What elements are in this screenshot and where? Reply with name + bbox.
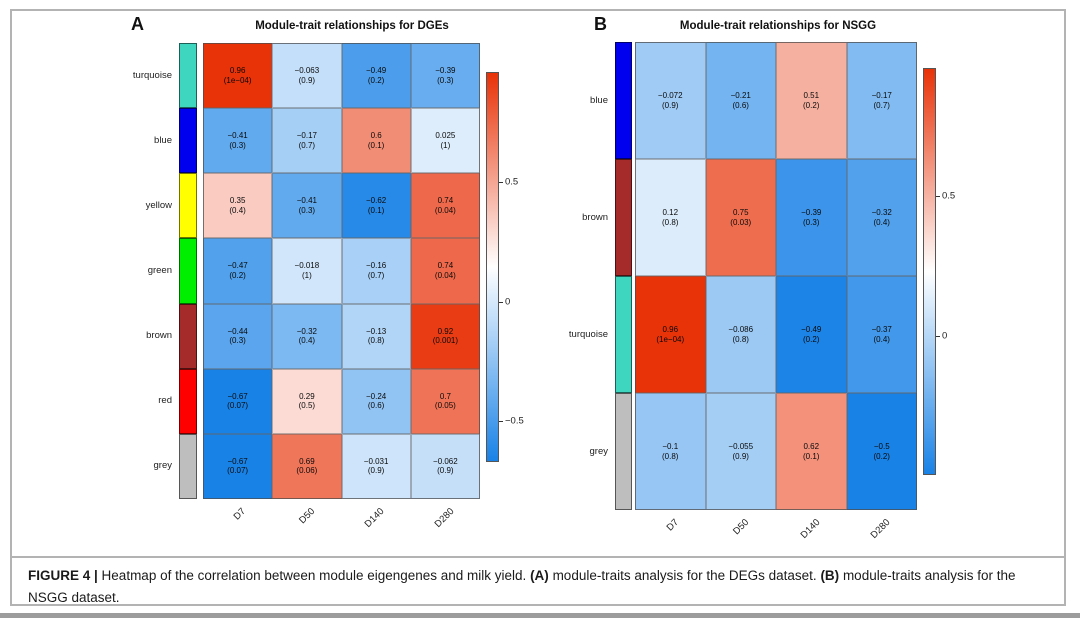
- page-bottom-edge: [0, 613, 1080, 618]
- panel-b-label: B: [594, 14, 607, 34]
- panel-a-title: Module-trait relationships for DGEs: [255, 20, 449, 32]
- caption-text-3: module-traits analysis for the NSGG data…: [28, 568, 1016, 605]
- figure-border: [10, 9, 1066, 606]
- caption-b-label: (B): [820, 568, 840, 583]
- figure-caption: FIGURE 4 | Heatmap of the correlation be…: [28, 565, 1046, 609]
- panel-b-title: Module-trait relationships for NSGG: [679, 20, 877, 32]
- caption-text-2: module-traits analysis for the DEGs data…: [548, 568, 821, 583]
- caption-a-label: (A): [530, 568, 549, 583]
- panel-a-label: A: [131, 14, 144, 34]
- caption-text-1: Heatmap of the correlation between modul…: [97, 568, 531, 583]
- caption-divider: [10, 556, 1066, 558]
- caption-figure-label: FIGURE 4 |: [28, 568, 98, 583]
